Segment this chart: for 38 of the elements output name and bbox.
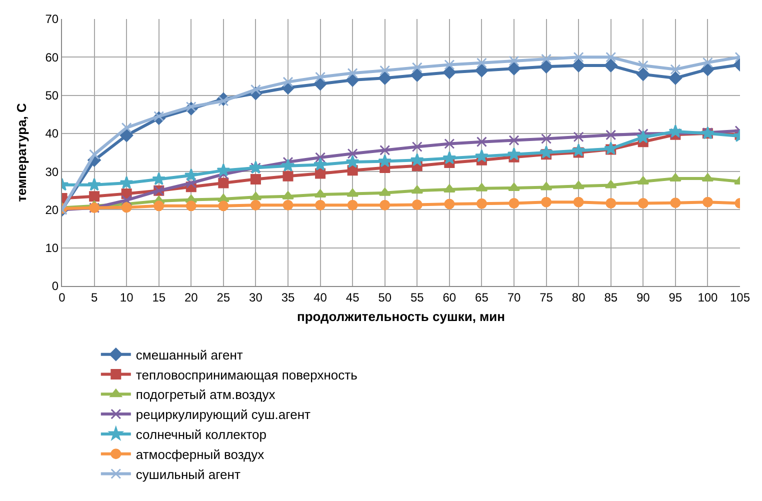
x-tick-label: 40: [314, 290, 328, 304]
y-tick-label: 50: [45, 88, 59, 102]
y-tick-label: 10: [45, 241, 59, 256]
legend-label: тепловоспринимающая поверхность: [136, 367, 358, 382]
legend-label: рециркулирующий суш.агент: [136, 407, 310, 422]
legend-label: солнечный коллектор: [136, 427, 267, 442]
x-tick-label: 25: [216, 290, 230, 304]
y-tick-label: 30: [45, 164, 59, 179]
x-tick-label: 60: [442, 290, 456, 304]
y-tick-label: 40: [45, 126, 59, 141]
x-tick-label: 95: [668, 290, 682, 304]
y-axis-title: температура, С: [14, 102, 29, 202]
x-tick-label: 30: [249, 290, 263, 304]
x-tick-label: 35: [281, 290, 295, 304]
y-tick-label: 20: [45, 202, 59, 217]
x-tick-label: 50: [378, 290, 392, 304]
x-axis-title: продолжительность сушки, мин: [296, 309, 506, 324]
legend-label: подогретый атм.воздух: [136, 387, 276, 402]
x-tick-label: 45: [346, 290, 360, 304]
y-tick-label: 0: [52, 279, 59, 294]
x-tick-label: 10: [120, 290, 134, 304]
x-tick-label: 85: [604, 290, 618, 304]
x-tick-label: 65: [475, 290, 489, 304]
legend-label: сушильный агент: [136, 466, 240, 482]
x-tick-label: 20: [184, 290, 198, 304]
x-tick-label: 100: [698, 290, 718, 304]
x-tick-label: 105: [730, 290, 750, 304]
legend-label: атмосферный воздух: [136, 446, 265, 462]
x-tick-label: 80: [572, 290, 586, 304]
x-tick-label: 5: [90, 290, 98, 304]
y-tick-label: 60: [45, 50, 59, 64]
x-tick-label: 75: [540, 290, 554, 304]
x-tick-label: 15: [152, 290, 166, 304]
x-tick-label: 90: [636, 290, 650, 304]
legend-label: смешанный агент: [136, 347, 243, 362]
x-tick-label: 70: [507, 290, 521, 304]
x-tick-label: 55: [410, 290, 424, 304]
y-tick-label: 70: [45, 12, 59, 26]
